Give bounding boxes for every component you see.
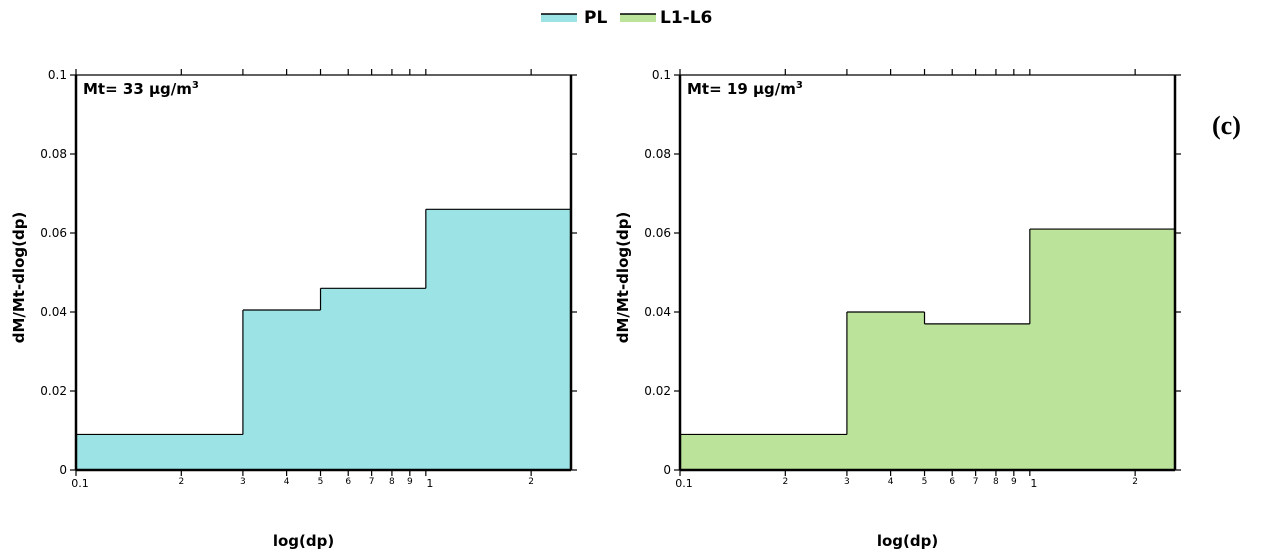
x-tick-label: 6: [345, 477, 351, 487]
y-axis-label: dM/Mt-dlog(dp): [614, 212, 632, 344]
x-tick-label: 0.1: [675, 477, 693, 490]
y-tick-label: 0.02: [644, 384, 671, 398]
area-fill: [76, 209, 571, 471]
x-tick-label: 3: [844, 477, 850, 487]
chart-pl: 0 0.02 0.04 0.06 0.08 0.1 0.1 2 3 4 5 6 7 8 9 1 2 Mt= 33 …: [10, 68, 577, 550]
x-tick-label: 5: [922, 477, 928, 487]
area-fill: [680, 229, 1175, 470]
mass-annotation: Mt= 33 μg/m3: [83, 80, 199, 98]
y-tick-label: 0.04: [40, 305, 67, 319]
x-tick-label: 1: [1030, 477, 1037, 490]
x-tick-label: 9: [1011, 477, 1017, 487]
y-tick-label: 0.06: [644, 226, 671, 240]
chart-legend: PL L1-L6: [541, 8, 712, 28]
x-tick-label: 4: [888, 477, 894, 487]
x-tick-label: 1: [426, 477, 433, 490]
mass-annotation-sup: 3: [796, 80, 803, 91]
mass-annotation: Mt= 19 μg/m3: [687, 80, 803, 98]
y-tick-label: 0: [663, 463, 671, 477]
legend-label: PL: [584, 8, 607, 28]
y-tick-label: 0.08: [644, 147, 671, 161]
y-tick-label: 0.06: [40, 226, 67, 240]
y-tick-label: 0.02: [40, 384, 67, 398]
panel-label: (c): [1212, 111, 1241, 140]
legend-swatch: [541, 14, 577, 22]
mass-annotation-text: Mt= 33 μg/m: [83, 80, 192, 98]
x-tick-label: 8: [993, 477, 999, 487]
y-tick-label: 0.08: [40, 147, 67, 161]
legend-label: L1-L6: [660, 8, 712, 28]
y-axis-label: dM/Mt-dlog(dp): [10, 212, 28, 344]
x-tick-label: 5: [318, 477, 324, 487]
x-tick-label: 7: [973, 477, 979, 487]
x-tick-label: 2: [528, 477, 534, 487]
x-tick-label: 0.1: [71, 477, 89, 490]
y-tick-label: 0.1: [652, 68, 671, 82]
x-tick-label: 3: [240, 477, 246, 487]
y-tick-label: 0.04: [644, 305, 671, 319]
x-tick-label: 9: [407, 477, 413, 487]
y-tick-label: 0.1: [48, 68, 67, 82]
y-tick-label: 0: [59, 463, 67, 477]
x-axis-label: log(dp): [877, 532, 938, 550]
x-tick-label: 7: [369, 477, 375, 487]
x-tick-label: 6: [949, 477, 955, 487]
x-tick-label: 4: [284, 477, 290, 487]
chart-l1-l6: 0 0.02 0.04 0.06 0.08 0.1 0.1 2 3 4 5 6 7 8 9 1 2 Mt= 19 …: [614, 68, 1181, 550]
x-tick-label: 2: [1132, 477, 1138, 487]
x-tick-label: 8: [389, 477, 395, 487]
x-tick-label: 2: [782, 477, 788, 487]
mass-annotation-text: Mt= 19 μg/m: [687, 80, 796, 98]
x-tick-label: 2: [178, 477, 184, 487]
x-axis-label: log(dp): [273, 532, 334, 550]
mass-annotation-sup: 3: [192, 80, 199, 91]
legend-swatch: [620, 14, 656, 22]
